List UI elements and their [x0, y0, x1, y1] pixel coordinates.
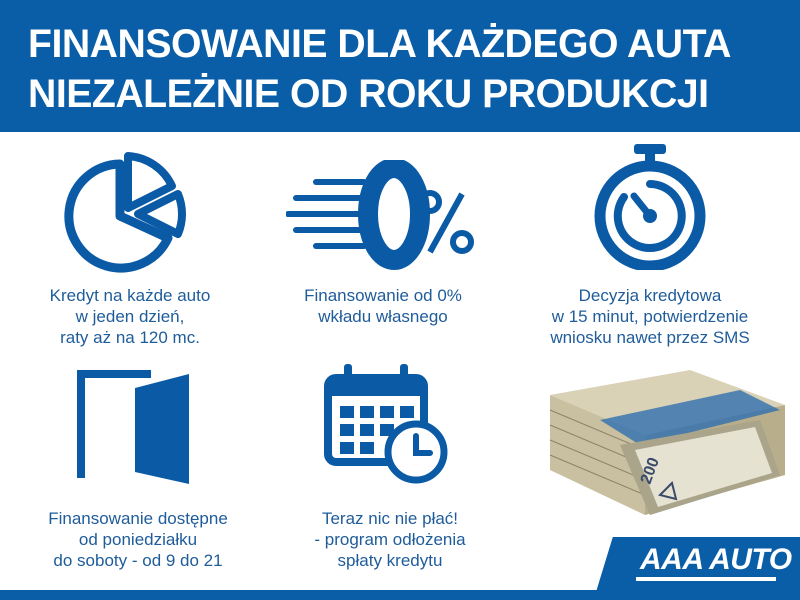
feature-caption-credit: Kredyt na każde auto w jeden dzień, raty…: [10, 285, 250, 348]
caption-line: w jeden dzień,: [75, 307, 185, 326]
feature-caption-deferral: Teraz nic nie płać! - program odłożenia …: [270, 508, 510, 571]
zero-percent-icon: [286, 160, 474, 270]
calendar-clock-icon: [324, 364, 448, 484]
feature-caption-hours: Finansowanie dostępne od poniedziałku do…: [18, 508, 258, 571]
caption-line: Finansowanie dostępne: [48, 509, 228, 528]
aaa-auto-logo: AAA AUTO: [596, 537, 800, 592]
caption-line: od poniedziałku: [78, 530, 198, 549]
caption-line: wkładu własnego: [318, 307, 448, 326]
caption-line: Kredyt na każde auto: [49, 286, 211, 305]
caption-line: raty aż na 120 mc.: [60, 328, 200, 347]
caption-line: Decyzja kredytowa: [578, 286, 722, 305]
pie-chart-icon: [64, 152, 186, 273]
banknotes-image: 200: [549, 370, 785, 515]
bottom-bar: [0, 590, 800, 600]
stopwatch-icon: [594, 144, 706, 270]
open-door-icon: [77, 370, 189, 484]
headline-line-2: NIEZALEŻNIE OD ROKU PRODUKCJI: [28, 72, 709, 116]
logo-underline: [636, 577, 776, 581]
header-banner: FINANSOWANIE DLA KAŻDEGO AUTA NIEZALEŻNI…: [0, 0, 800, 132]
caption-line: - program odłożenia: [314, 530, 466, 549]
caption-line: do soboty - od 9 do 21: [53, 551, 223, 570]
caption-line: w 15 minut, potwierdzenie: [551, 307, 749, 326]
feature-caption-decision: Decyzja kredytowa w 15 minut, potwierdze…: [530, 285, 770, 348]
headline-line-1: FINANSOWANIE DLA KAŻDEGO AUTA: [28, 22, 731, 66]
logo-text: AAA AUTO: [640, 543, 792, 576]
caption-line: Finansowanie od 0%: [304, 286, 462, 305]
caption-line: spłaty kredytu: [337, 551, 443, 570]
caption-line: wniosku nawet przez SMS: [550, 328, 750, 347]
feature-caption-zero-down: Finansowanie od 0% wkładu własnego: [263, 285, 503, 327]
caption-line: Teraz nic nie płać!: [321, 509, 459, 528]
